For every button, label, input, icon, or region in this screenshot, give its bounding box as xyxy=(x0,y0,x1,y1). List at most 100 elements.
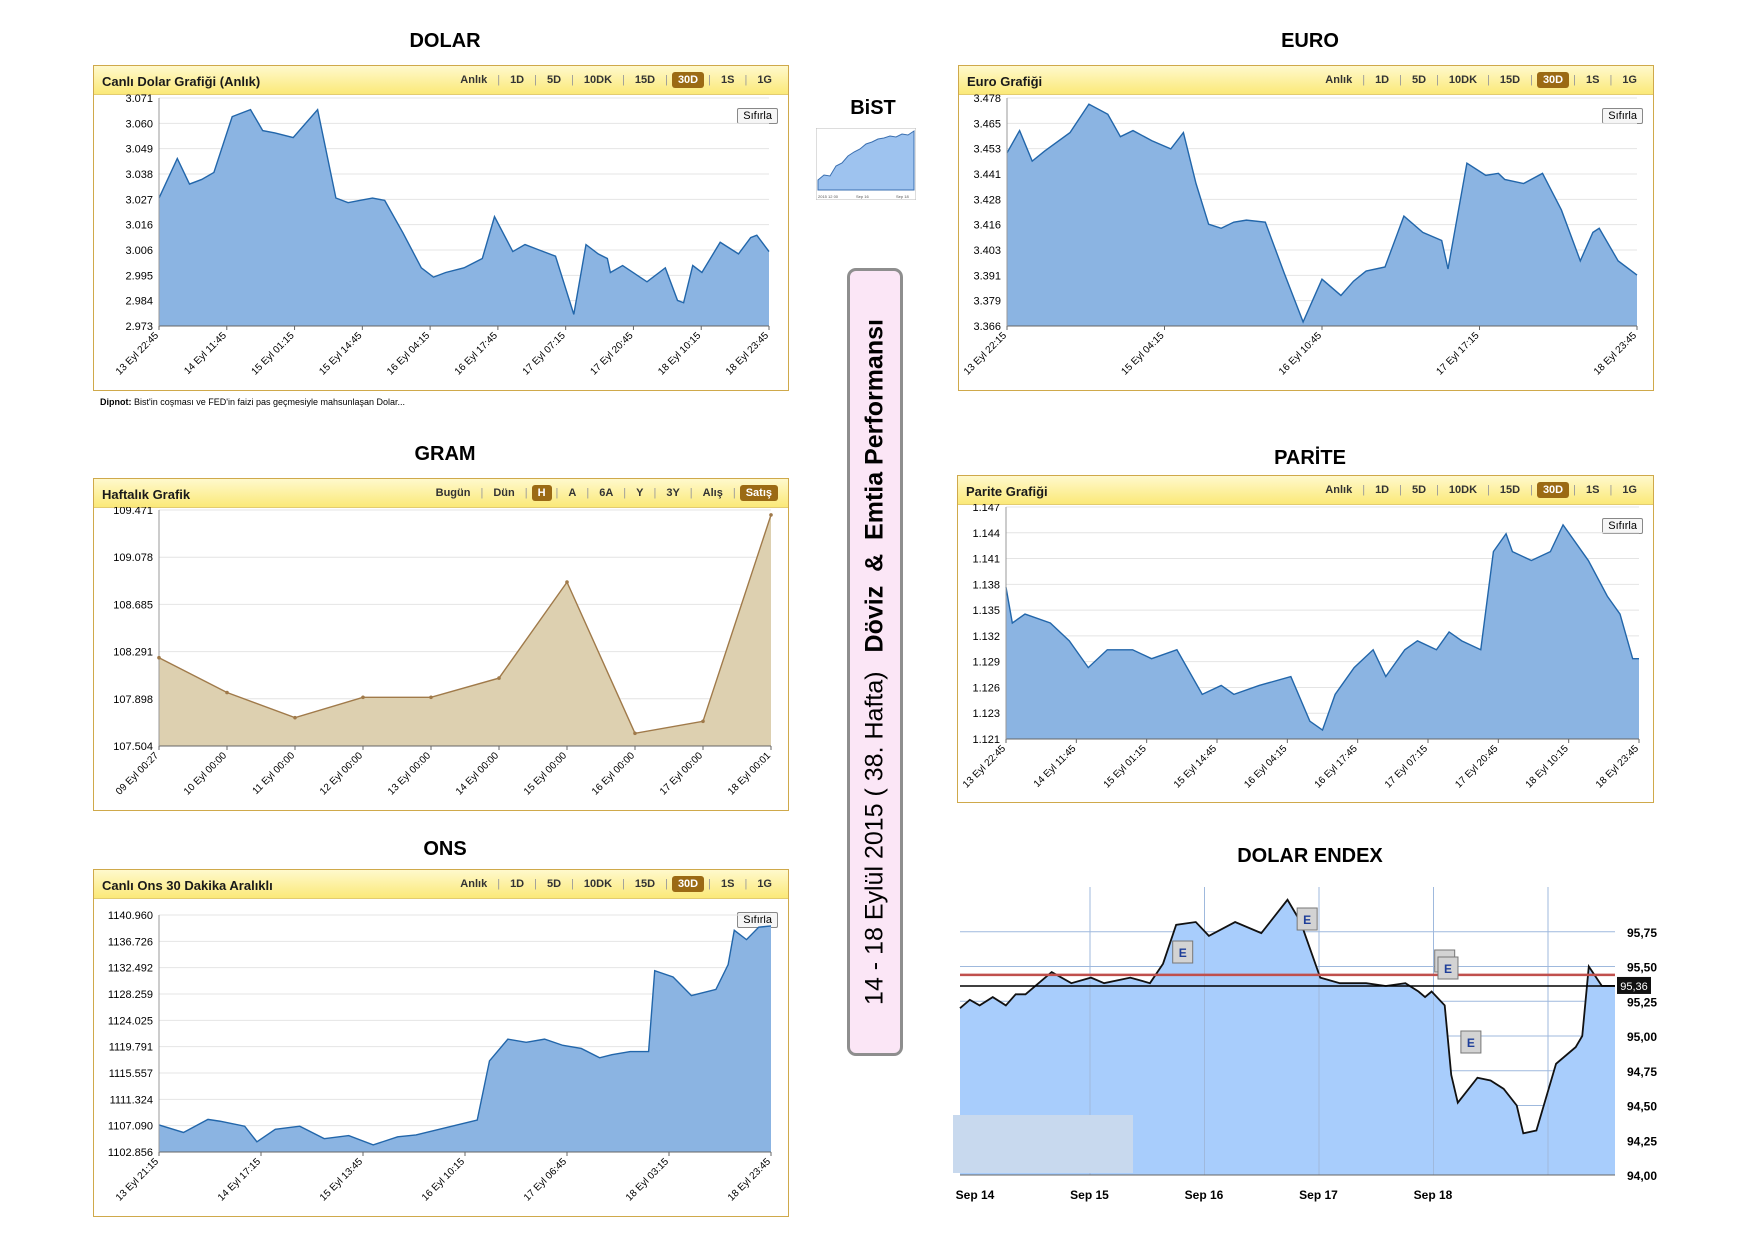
y-tick-label: 107.898 xyxy=(113,694,153,706)
y-tick-label: 108.685 xyxy=(113,599,153,611)
x-tick-label: 16 Eyl 04:15 xyxy=(1242,743,1289,790)
y-tick-label: 95,75 xyxy=(1627,926,1657,940)
parite-reset-button[interactable]: Sıfırla xyxy=(1602,518,1643,534)
euro-panel-header: Euro Grafiği Anlık | 1D | 5D | 10DK | 15D | 30D | 1S… xyxy=(959,66,1653,95)
period-tab-1d[interactable]: 1D xyxy=(510,74,525,86)
period-tab-y[interactable]: Y xyxy=(636,487,644,499)
x-tick-label: 18 Eyl 03:15 xyxy=(624,1156,671,1203)
tab-separator: | xyxy=(586,487,590,499)
period-tab-15d[interactable]: 15D xyxy=(1499,484,1521,496)
tab-separator: | xyxy=(732,487,736,499)
y-tick-label: 3.465 xyxy=(973,118,1001,130)
euro-panel-title: Euro Grafiği xyxy=(967,74,1043,89)
period-tab-bugün[interactable]: Bugün xyxy=(435,487,471,499)
period-tab-1d[interactable]: 1D xyxy=(1375,484,1390,496)
event-marker xyxy=(1296,907,1318,931)
x-tick-label: 12 Eyl 00:00 xyxy=(318,750,365,797)
y-tick-label: 1.144 xyxy=(972,528,1000,540)
y-tick-label: 1.121 xyxy=(972,734,1000,746)
y-tick-label: 3.027 xyxy=(125,194,153,206)
tab-separator: | xyxy=(1530,74,1533,86)
period-tab-30d[interactable]: 30D xyxy=(671,72,705,88)
x-tick-label: 17 Eyl 17:15 xyxy=(1435,330,1482,377)
period-tab-a[interactable]: A xyxy=(568,487,577,499)
period-tab-10dk[interactable]: 10DK xyxy=(1448,74,1478,86)
y-tick-label: 109.471 xyxy=(113,507,153,517)
ons-reset-button[interactable]: Sıfırla xyxy=(737,912,778,928)
x-tick-label: 13 Eyl 00:00 xyxy=(386,750,433,797)
period-tab-6a[interactable]: 6A xyxy=(599,487,614,499)
y-tick-label: 108.291 xyxy=(113,647,153,659)
period-tab-3y[interactable]: 3Y xyxy=(666,487,680,499)
period-tab-alış[interactable]: Alış xyxy=(702,487,723,499)
period-tab-1d[interactable]: 1D xyxy=(1375,74,1390,86)
y-tick-label: 1128.259 xyxy=(108,989,153,1001)
section-title-dolar: DOLAR xyxy=(409,30,481,52)
footnote-label: Dipnot: xyxy=(100,397,132,407)
period-tab-1g[interactable]: 1G xyxy=(757,878,772,890)
x-tick-label: 15 Eyl 01:15 xyxy=(250,330,297,377)
period-tab-5d[interactable]: 5D xyxy=(1411,484,1427,496)
period-tab-1s[interactable]: 1S xyxy=(1585,484,1600,496)
tab-separator: | xyxy=(555,487,559,499)
period-tab-30d[interactable]: 30D xyxy=(1536,72,1570,88)
y-tick-label: 1119.791 xyxy=(109,1042,153,1054)
x-tick-label: 14 Eyl 11:45 xyxy=(182,330,229,377)
y-tick-label: 3.049 xyxy=(125,144,153,156)
period-tab-1g[interactable]: 1G xyxy=(1622,74,1637,86)
series-area xyxy=(159,109,769,326)
gram-period-tabs: Bugün | Dün | H | A | 6A | Y | 3Y | Alış | Satış xyxy=(428,485,780,501)
footnote-text: Bist'in coşması ve FED'in faizi pas geçm… xyxy=(131,397,406,407)
y-tick-label: 1115.557 xyxy=(109,1068,153,1080)
y-tick-label: 3.006 xyxy=(125,245,153,257)
period-tab-5d[interactable]: 5D xyxy=(546,74,562,86)
x-tick-label: 18 Eyl 10:15 xyxy=(656,330,703,377)
ons-chart: 1140.960 1136.726 1132.492 1128.259 1124.025… xyxy=(108,910,773,1203)
period-tab-anlık[interactable]: Anlık xyxy=(460,878,488,890)
period-tab-anlık[interactable]: Anlık xyxy=(460,74,488,86)
y-tick-label: 1111.324 xyxy=(110,1094,153,1106)
period-tab-1g[interactable]: 1G xyxy=(1622,484,1637,496)
y-tick-label: 3.403 xyxy=(973,245,1001,257)
period-tab-5d[interactable]: 5D xyxy=(546,878,562,890)
period-tab-satış[interactable]: Satış xyxy=(739,485,778,501)
parite-chart: 1.147 1.144 1.141 1.138 1.135 1.132 1.129 1.126… xyxy=(961,504,1641,790)
week-date-range: 14 - 18 Eylül 2015 ( 38. Hafta) xyxy=(860,671,889,1005)
period-tab-5d[interactable]: 5D xyxy=(1411,74,1427,86)
period-tab-anlık[interactable]: Anlık xyxy=(1325,74,1353,86)
period-tab-30d[interactable]: 30D xyxy=(1536,482,1570,498)
period-tab-30d[interactable]: 30D xyxy=(671,876,705,892)
series-line xyxy=(158,514,772,735)
series-line xyxy=(959,898,1615,1135)
y-tick-label: 1.129 xyxy=(972,657,1000,669)
period-tab-15d[interactable]: 15D xyxy=(634,878,656,890)
tab-separator: | xyxy=(744,74,748,86)
tab-separator: | xyxy=(571,74,574,86)
period-tab-1s[interactable]: 1S xyxy=(1585,74,1600,86)
event-marker-label: E xyxy=(1467,1036,1475,1050)
period-tab-10dk[interactable]: 10DK xyxy=(1448,484,1478,496)
x-tick-label: 16 Eyl 17:45 xyxy=(1313,743,1360,790)
period-tab-10dk[interactable]: 10DK xyxy=(583,878,613,890)
y-tick-label: 3.441 xyxy=(973,169,1001,181)
period-tab-h[interactable]: H xyxy=(531,485,552,501)
period-tab-1d[interactable]: 1D xyxy=(510,878,525,890)
period-tab-15d[interactable]: 15D xyxy=(1499,74,1521,86)
period-tab-1s[interactable]: 1S xyxy=(720,878,735,890)
event-marker-label: E xyxy=(1444,962,1452,976)
tab-separator: | xyxy=(1573,74,1576,86)
euro-chart: 3.478 3.465 3.453 3.441 3.428 3.416 3.403 3.391… xyxy=(962,94,1639,377)
period-tab-15d[interactable]: 15D xyxy=(634,74,656,86)
period-tab-dün[interactable]: Dün xyxy=(493,487,515,499)
tab-separator: | xyxy=(744,878,748,890)
period-tab-anlık[interactable]: Anlık xyxy=(1325,484,1353,496)
y-tick-label: 95,00 xyxy=(1627,1030,1657,1044)
tab-separator: | xyxy=(623,487,627,499)
y-tick-label: 3.038 xyxy=(125,169,153,181)
period-tab-1s[interactable]: 1S xyxy=(720,74,735,86)
period-tab-1g[interactable]: 1G xyxy=(757,74,772,86)
gram-chart: 109.471 109.078 108.685 108.291 107.898 107.5… xyxy=(113,507,773,797)
period-tab-10dk[interactable]: 10DK xyxy=(583,74,613,86)
section-title-dolar-endex: DOLAR ENDEX xyxy=(1237,845,1383,867)
y-tick-label: 1132.492 xyxy=(108,963,153,975)
